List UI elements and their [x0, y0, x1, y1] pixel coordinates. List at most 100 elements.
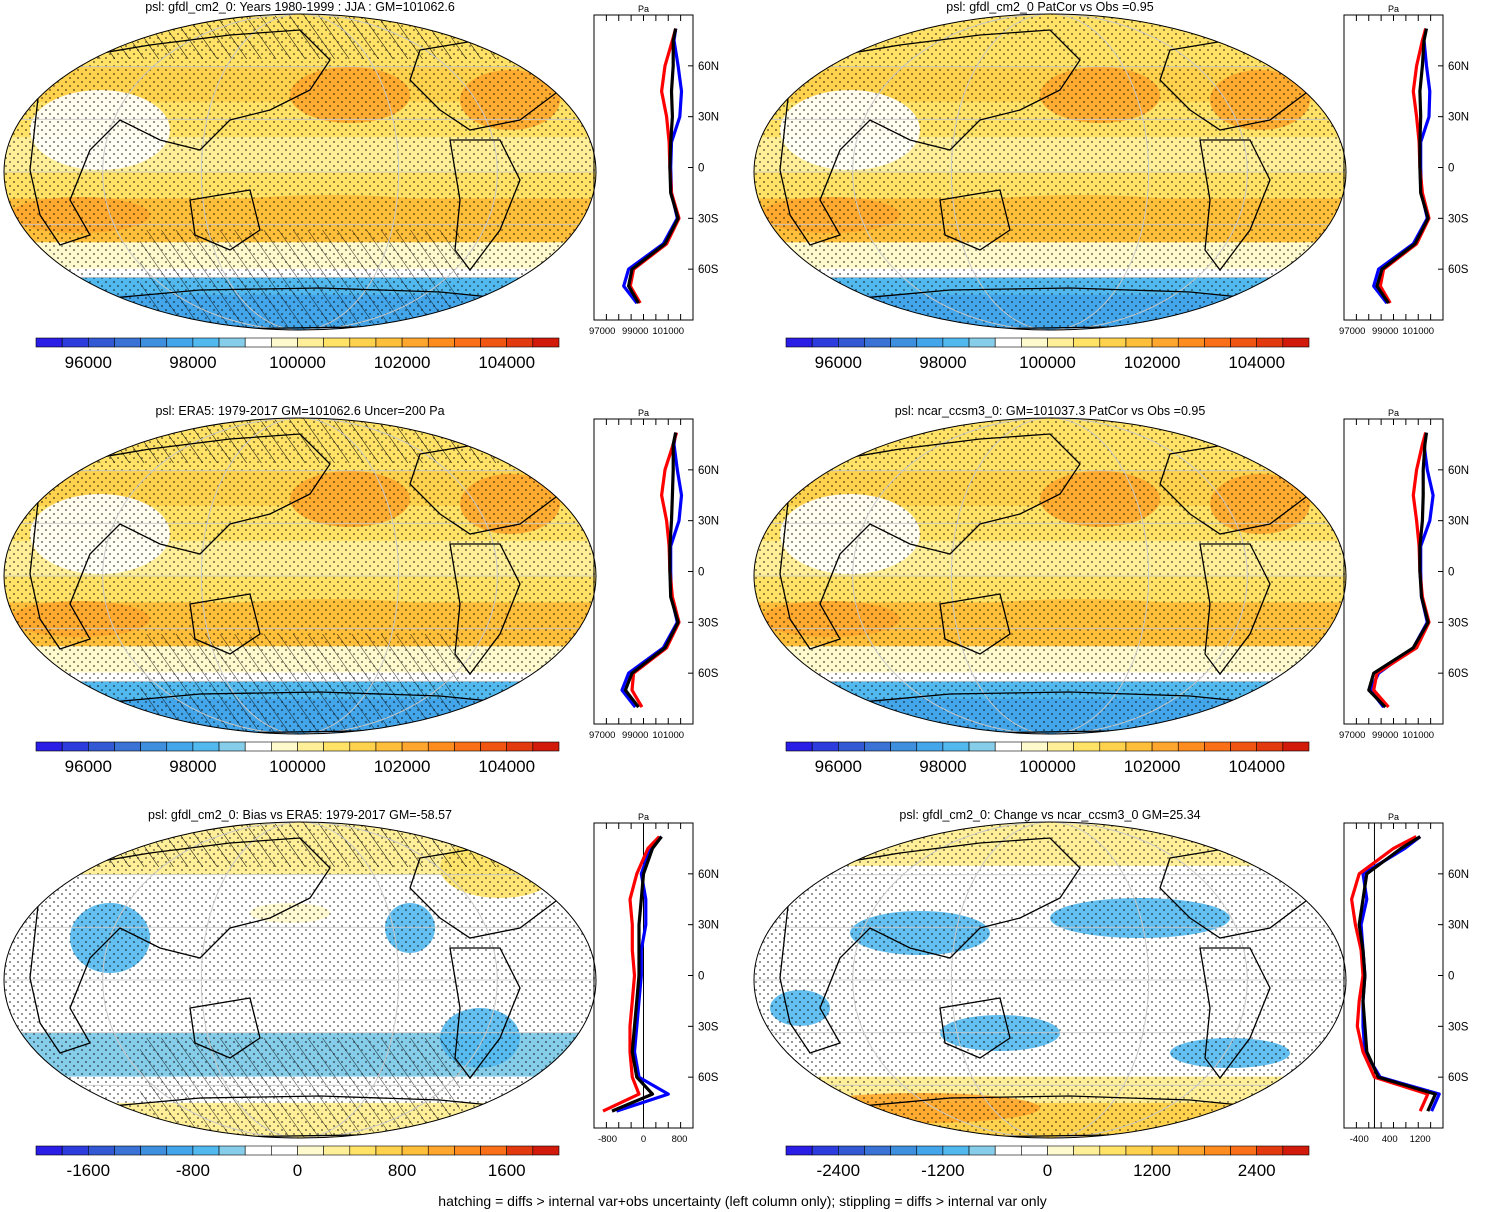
panel-title: psl: gfdl_cm2_0: Bias vs ERA5: 1979-2017…	[148, 808, 452, 822]
colorbar-swatch	[140, 1145, 168, 1156]
map-field	[4, 822, 596, 1138]
colorbar-swatch	[1256, 1145, 1284, 1156]
colorbar-swatch	[297, 337, 324, 348]
colorbar-label: 98000	[169, 353, 216, 372]
map-border	[753, 417, 1347, 735]
colorbar-swatch	[1125, 741, 1153, 752]
panel-title: psl: gfdl_cm2_0: Change vs ncar_ccsm3_0 …	[899, 808, 1201, 822]
colorbar-swatch	[61, 337, 89, 348]
map-field	[4, 418, 596, 734]
colorbar-label: 100000	[269, 353, 326, 372]
x-tick-label: 97000	[589, 730, 615, 741]
x-tick-label: -400	[1350, 1134, 1369, 1145]
colorbar-swatch	[1204, 1145, 1231, 1156]
coastline	[449, 543, 521, 676]
x-tick-label: 101000	[652, 326, 684, 337]
colorbar-swatch	[1177, 337, 1205, 348]
coastline	[939, 593, 1011, 655]
graticule	[102, 418, 498, 734]
map-field	[754, 418, 1346, 734]
stippling	[754, 418, 1346, 734]
lat-tick-label: 30S	[1448, 1021, 1469, 1033]
lat-tick-label: 30N	[1448, 920, 1469, 932]
panel-5: psl: gfdl_cm2_0: Bias vs ERA5: 1979-2017…	[0, 808, 742, 1212]
lat-tick-label: 30N	[698, 112, 719, 124]
colorbar-swatch	[192, 1145, 220, 1156]
colorbar-swatch	[140, 741, 168, 752]
colorbar-swatch	[532, 1145, 560, 1156]
lat-tick-label: 30S	[698, 617, 719, 629]
colorbar-label: 100000	[269, 757, 326, 776]
colorbar-label: 98000	[919, 353, 966, 372]
colorbar-swatch	[1099, 1145, 1127, 1156]
panel-graphics: 96000 98000 100000 102000 104000 Pa 60N 30N 0 30S…	[3, 4, 719, 372]
colorbar-swatch	[942, 1145, 970, 1156]
panel-6: psl: gfdl_cm2_0: Change vs ncar_ccsm3_0 …	[750, 808, 1485, 1212]
colorbar-swatch	[942, 337, 970, 348]
stippling	[754, 14, 1346, 330]
colorbar-label: 800	[388, 1161, 416, 1180]
colorbar-label: -1200	[921, 1161, 964, 1180]
colorbar-swatch	[890, 337, 918, 348]
colorbar-label: 102000	[374, 757, 431, 776]
map-border	[753, 821, 1347, 1139]
colorbar-swatch	[864, 337, 891, 348]
colorbar-swatch	[140, 337, 168, 348]
colorbar-swatch	[838, 741, 865, 752]
coastline	[189, 189, 261, 251]
colorbar-swatch	[297, 741, 324, 752]
colorbar-swatch	[864, 1145, 891, 1156]
map-field	[4, 14, 596, 330]
colorbar-swatch	[166, 741, 194, 752]
colorbar-swatch	[244, 1145, 272, 1156]
lat-tick-label: 0	[1448, 971, 1454, 983]
footer-note: hatching = diffs > internal var+obs unce…	[438, 1193, 1047, 1209]
colorbar-swatch	[968, 741, 996, 752]
colorbar-label: 0	[1043, 1161, 1052, 1180]
stippling	[754, 822, 1346, 1138]
lat-tick-label: 0	[1448, 163, 1454, 175]
colorbar-swatch	[916, 1145, 944, 1156]
coastline	[1199, 139, 1271, 272]
colorbar-swatch	[1047, 1145, 1074, 1156]
colorbar-swatch	[942, 741, 970, 752]
colorbar-swatch	[1256, 337, 1284, 348]
hatching	[4, 14, 596, 59]
colorbar-swatch	[506, 1145, 534, 1156]
x-tick-label: 99000	[1372, 326, 1398, 337]
colorbar-label: 102000	[1124, 353, 1181, 372]
colorbar-swatch	[166, 337, 194, 348]
colorbar-swatch	[838, 337, 865, 348]
coastline	[1199, 947, 1271, 1080]
colorbar-label: 100000	[1019, 353, 1076, 372]
colorbar-swatch	[811, 741, 839, 752]
colorbar-label: 1200	[1133, 1161, 1171, 1180]
colorbar-label: 0	[293, 1161, 302, 1180]
colorbar-swatch	[114, 741, 141, 752]
colorbar-swatch	[1177, 741, 1205, 752]
colorbar-swatch	[401, 741, 429, 752]
colorbar-swatch	[480, 337, 507, 348]
colorbar-swatch	[1151, 337, 1179, 348]
x-tick-label: 101000	[1402, 730, 1434, 741]
colorbar-swatch	[1021, 741, 1048, 752]
zonal-series-model	[623, 432, 680, 709]
zonal-series-obs_b	[602, 835, 661, 1113]
lat-tick-label: 60S	[1448, 264, 1469, 276]
colorbar-swatch	[1151, 741, 1179, 752]
lat-tick-label: 60S	[698, 264, 719, 276]
lat-tick-label: 30N	[1448, 516, 1469, 528]
colorbar-label: 102000	[374, 353, 431, 372]
hatching	[140, 634, 460, 734]
colorbar-swatch	[838, 1145, 865, 1156]
coastline	[189, 593, 261, 655]
zonal-plot-units: Pa	[638, 4, 649, 14]
lat-tick-label: 30S	[1448, 213, 1469, 225]
colorbar-swatch	[1125, 1145, 1153, 1156]
lat-tick-label: 60N	[698, 61, 719, 73]
colorbar-swatch	[785, 741, 813, 752]
colorbar-label: 96000	[815, 757, 862, 776]
panel-title: psl: gfdl_cm2_0 PatCor vs Obs =0.95	[946, 0, 1154, 14]
coastline	[939, 997, 1011, 1059]
colorbar-swatch	[994, 741, 1022, 752]
